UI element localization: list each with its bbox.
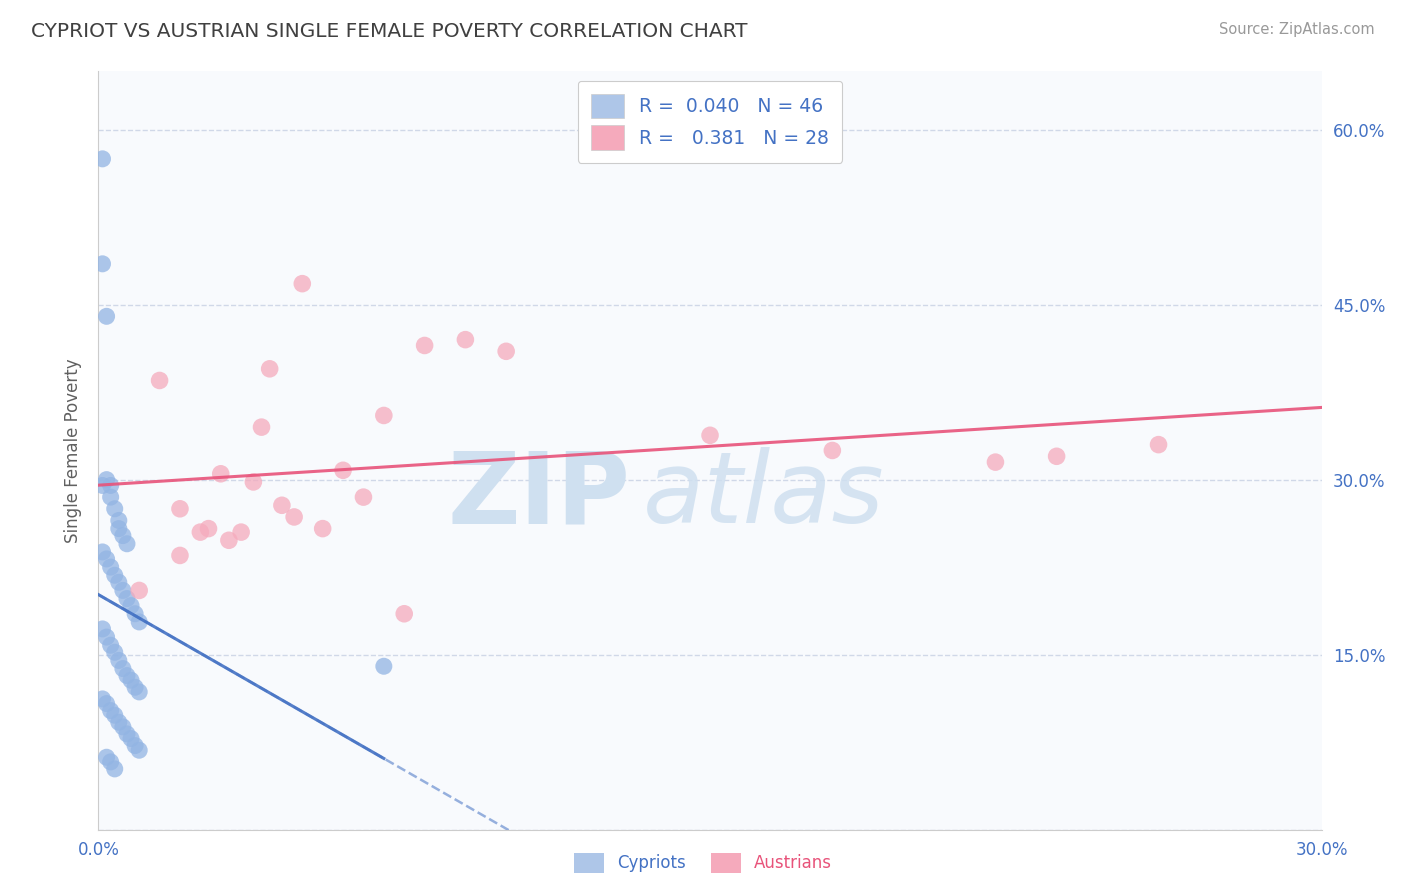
- Point: [115, 591, 138, 606]
- Point: [104, 568, 127, 582]
- Text: atlas: atlas: [643, 448, 884, 544]
- Point: [124, 739, 146, 753]
- Point: [495, 344, 517, 359]
- Point: [115, 668, 138, 682]
- Point: [124, 680, 146, 694]
- Point: [100, 478, 122, 492]
- Point: [1147, 437, 1170, 451]
- Point: [108, 653, 131, 667]
- Point: [392, 607, 416, 621]
- Y-axis label: Single Female Poverty: Single Female Poverty: [65, 359, 83, 542]
- Point: [108, 575, 131, 590]
- Point: [108, 513, 131, 527]
- Point: [100, 490, 122, 504]
- Point: [120, 599, 142, 613]
- Point: [111, 528, 134, 542]
- Point: [1045, 450, 1069, 464]
- Point: [373, 659, 395, 673]
- Legend: Cypriots, Austrians: Cypriots, Austrians: [567, 847, 839, 880]
- Text: ZIP: ZIP: [447, 448, 630, 544]
- Point: [100, 704, 122, 718]
- Point: [242, 475, 264, 489]
- Point: [149, 374, 172, 388]
- Point: [169, 501, 191, 516]
- Point: [96, 697, 118, 711]
- Point: [197, 522, 219, 536]
- Point: [104, 708, 127, 723]
- Legend: R =  0.040   N = 46, R =   0.381   N = 28: R = 0.040 N = 46, R = 0.381 N = 28: [578, 81, 842, 162]
- Point: [111, 720, 134, 734]
- Point: [96, 473, 118, 487]
- Point: [115, 537, 138, 551]
- Point: [128, 615, 150, 629]
- Point: [291, 277, 314, 291]
- Point: [91, 622, 114, 636]
- Point: [352, 490, 374, 504]
- Point: [332, 463, 354, 477]
- Point: [115, 727, 138, 741]
- Point: [104, 762, 127, 776]
- Point: [104, 645, 127, 659]
- Point: [124, 607, 146, 621]
- Point: [984, 455, 1007, 469]
- Point: [108, 522, 131, 536]
- Point: [91, 478, 114, 492]
- Point: [100, 638, 122, 652]
- Point: [413, 338, 436, 352]
- Point: [91, 545, 114, 559]
- Point: [96, 552, 118, 566]
- Point: [231, 525, 253, 540]
- Text: Source: ZipAtlas.com: Source: ZipAtlas.com: [1219, 22, 1375, 37]
- Point: [128, 583, 150, 598]
- Point: [108, 715, 131, 730]
- Point: [100, 755, 122, 769]
- Text: CYPRIOT VS AUSTRIAN SINGLE FEMALE POVERTY CORRELATION CHART: CYPRIOT VS AUSTRIAN SINGLE FEMALE POVERT…: [31, 22, 748, 41]
- Point: [209, 467, 232, 481]
- Point: [270, 498, 294, 512]
- Point: [169, 549, 191, 563]
- Point: [250, 420, 273, 434]
- Point: [111, 583, 134, 598]
- Point: [120, 673, 142, 688]
- Point: [120, 731, 142, 746]
- Point: [96, 630, 118, 644]
- Point: [100, 560, 122, 574]
- Point: [312, 522, 335, 536]
- Point: [128, 743, 150, 757]
- Point: [454, 333, 477, 347]
- Point: [91, 692, 114, 706]
- Point: [96, 310, 118, 324]
- Point: [91, 257, 114, 271]
- Point: [373, 409, 395, 423]
- Point: [128, 685, 150, 699]
- Point: [259, 361, 281, 376]
- Point: [821, 443, 844, 458]
- Point: [283, 510, 305, 524]
- Point: [104, 501, 127, 516]
- Point: [96, 750, 118, 764]
- Point: [699, 428, 721, 442]
- Point: [111, 662, 134, 676]
- Point: [91, 152, 114, 166]
- Point: [188, 525, 212, 540]
- Point: [218, 533, 240, 548]
